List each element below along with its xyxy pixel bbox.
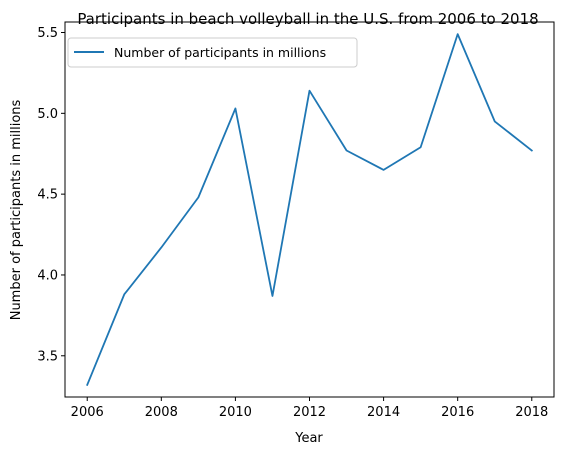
legend-label: Number of participants in millions [114,45,326,60]
series-line [86,33,534,387]
plot-frame [64,21,555,398]
y-tick-label: 3.5 [37,349,58,364]
chart-title: Participants in beach volleyball in the … [77,10,538,28]
y-tick-label: 4.5 [37,188,58,203]
legend-box [67,37,358,68]
x-tick-label: 2014 [367,405,400,420]
x-tick-label: 2006 [71,405,104,420]
y-axis: 3.5 4.0 4.5 5.0 5.5 [37,26,65,364]
plot-area [86,33,534,387]
x-tick-label: 2012 [293,405,326,420]
x-tick-label: 2016 [441,405,474,420]
x-tick-label: 2008 [145,405,178,420]
x-axis: 2006 2008 2010 2012 2014 2016 2018 [71,397,548,420]
y-tick-label: 5.5 [37,26,58,41]
x-tick-label: 2018 [515,405,548,420]
y-tick-label: 4.0 [37,268,58,283]
legend: Number of participants in millions [67,37,358,68]
x-axis-title: Year [294,431,323,446]
x-tick-label: 2010 [219,405,252,420]
y-axis-title: Number of participants in millions [9,99,24,320]
y-tick-label: 5.0 [37,107,58,122]
